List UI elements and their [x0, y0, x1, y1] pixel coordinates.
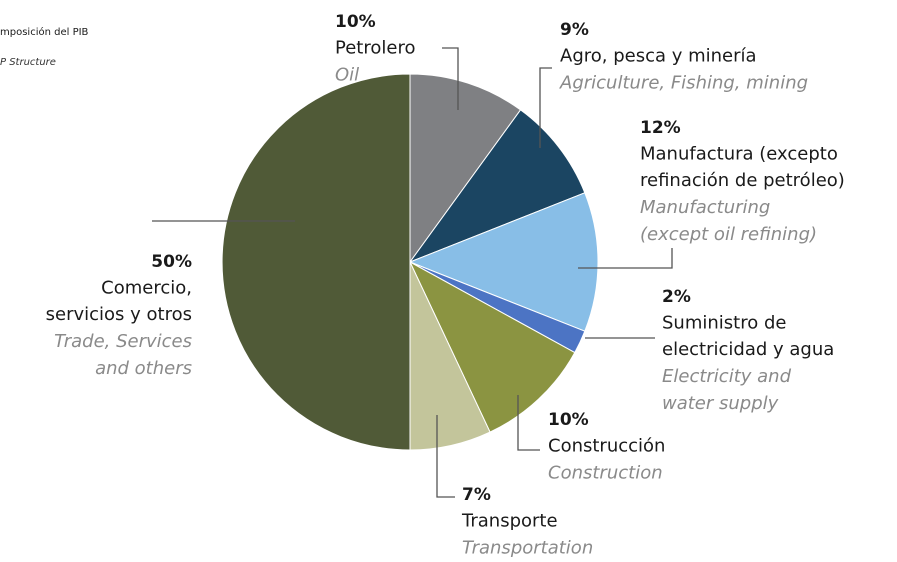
value-label: 10%	[335, 12, 376, 32]
slice-label: Construcción	[548, 436, 665, 457]
value-label: 9%	[560, 20, 589, 40]
value-label: 10%	[548, 410, 589, 430]
pie-slice	[409, 73, 522, 264]
slice-label: servicios y otros	[46, 304, 192, 325]
slice-label-en: Transportation	[462, 538, 593, 559]
slice-label: Suministro de	[662, 313, 786, 334]
leader-line	[539, 67, 552, 148]
slice-label: Agro, pesca y minería	[560, 46, 757, 67]
leader-line	[436, 415, 455, 498]
chart-title: mposición del PIB	[0, 26, 89, 38]
pie-slice	[408, 192, 599, 332]
slice-label: Transporte	[461, 511, 558, 532]
slice-label: refinación de petróleo)	[640, 170, 845, 191]
value-label: 7%	[462, 485, 491, 505]
slice-label-en: Trade, Services	[54, 331, 192, 352]
chart-subtitle: P Structure	[0, 57, 56, 68]
slice-label-en: water supply	[662, 393, 779, 414]
pie-slice	[221, 73, 411, 451]
leader-line	[517, 395, 540, 451]
slice-label-en: Agriculture, Fishing, mining	[559, 73, 808, 94]
slice-label-en: Oil	[335, 65, 359, 86]
slice-label: Manufactura (excepto	[640, 144, 838, 165]
pie-slice	[408, 260, 576, 433]
slice-label-en: Construction	[548, 463, 663, 484]
slice-label-en: (except oil refining)	[640, 224, 817, 245]
slice-label: electricidad y agua	[662, 339, 834, 360]
value-label: 12%	[640, 118, 681, 138]
slice-label-en: and others	[95, 358, 192, 379]
leader-line	[442, 47, 459, 110]
pie-slice	[408, 109, 586, 264]
value-label: 50%	[151, 252, 192, 272]
value-label: 2%	[662, 287, 691, 307]
slice-label-en: Electricity and	[662, 366, 792, 387]
leader-line	[578, 248, 673, 269]
slice-label-en: Manufacturing	[640, 197, 770, 218]
slice-label: Petrolero	[335, 38, 415, 59]
slice-label: Comercio,	[101, 278, 192, 299]
